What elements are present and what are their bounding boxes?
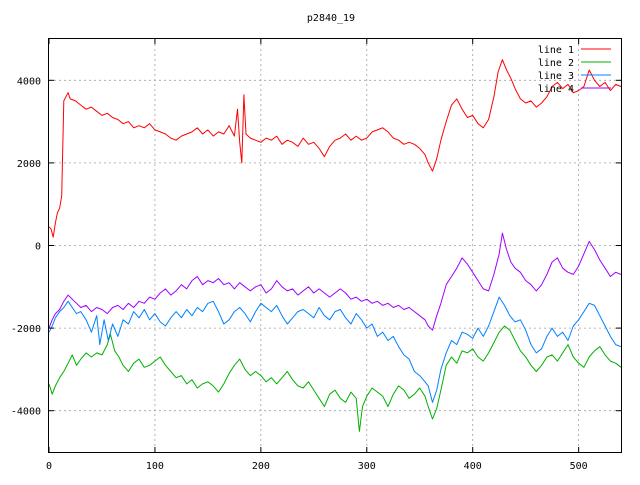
legend-label: line 2 [538,58,574,69]
axis-ticks: 0 100 200 300 400 500 -4000 -2000 0 2000 4000 [11,39,621,472]
x-tick-label: 200 [252,461,270,472]
legend-label: line 3 [538,71,574,82]
y-tick-label: 4000 [17,76,41,87]
series-layer [48,59,622,432]
series-line-2 [48,325,622,432]
legend-label: line 4 [538,84,574,95]
x-tick-label: 0 [46,461,52,472]
grid [49,39,621,452]
series-line-4 [48,232,622,331]
x-tick-label: 400 [464,461,482,472]
y-tick-label: 0 [35,242,41,253]
series-line-1 [48,59,622,238]
y-tick-label: -2000 [11,324,41,335]
legend: line 1 line 2 line 3 line 4 [538,45,611,95]
legend-label: line 1 [538,45,574,56]
series-line-3 [48,296,622,403]
chart-title: p2840_19 [307,13,355,24]
x-tick-label: 100 [146,461,164,472]
x-tick-label: 500 [570,461,588,472]
x-tick-label: 300 [358,461,376,472]
y-tick-label: 2000 [17,159,41,170]
plot-frame [48,38,622,453]
y-tick-label: -4000 [11,407,41,418]
